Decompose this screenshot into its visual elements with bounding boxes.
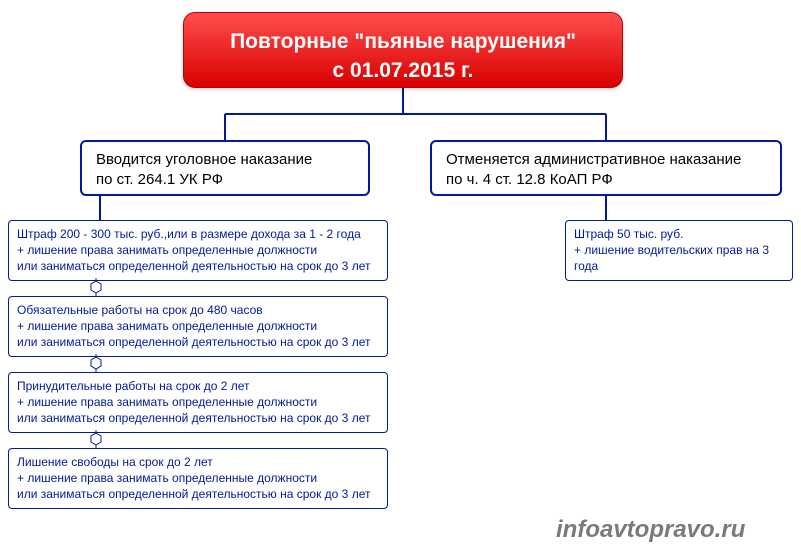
leaf-criminal-2: Принудительные работы на срок до 2 лет+ … — [8, 372, 388, 433]
leaf-line: или заниматься определенной деятельность… — [17, 334, 379, 350]
branch-line1: Вводится уголовное наказание — [96, 150, 354, 170]
leaf-line: + лишение права занимать определенные до… — [17, 242, 379, 258]
leaf-line: Обязательные работы на срок до 480 часов — [17, 302, 379, 318]
leaf-link-1 — [90, 354, 102, 372]
branch-line2: по ч. 4 ст. 12.8 КоАП РФ — [446, 170, 766, 190]
leaf-line: + лишение права занимать определенные до… — [17, 470, 379, 486]
leaf-line: + лишение водительских прав на 3 года — [574, 242, 784, 274]
leaf-link-2 — [90, 430, 102, 448]
leaf-line: + лишение права занимать определенные до… — [17, 394, 379, 410]
branch-line2: по ст. 264.1 УК РФ — [96, 170, 354, 190]
leaf-line: + лишение права занимать определенные до… — [17, 318, 379, 334]
leaf-line: Штраф 50 тыс. руб. — [574, 226, 784, 242]
leaf-line: Штраф 200 - 300 тыс. руб.,или в размере … — [17, 226, 379, 242]
root-node: Повторные "пьяные нарушения" с 01.07.201… — [183, 12, 623, 88]
leaf-admin-0: Штраф 50 тыс. руб.+ лишение водительских… — [565, 220, 793, 281]
leaf-criminal-1: Обязательные работы на срок до 480 часов… — [8, 296, 388, 357]
branch-criminal: Вводится уголовное наказаниепо ст. 264.1… — [80, 140, 370, 196]
leaf-criminal-0: Штраф 200 - 300 тыс. руб.,или в размере … — [8, 220, 388, 281]
leaf-line: или заниматься определенной деятельность… — [17, 486, 379, 502]
watermark: infoavtopravo.ru — [556, 516, 745, 544]
branch-line1: Отменяется административное наказание — [446, 150, 766, 170]
leaf-line: Лишение свободы на срок до 2 лет — [17, 454, 379, 470]
root-line1: Повторные "пьяные нарушения" — [212, 27, 594, 56]
leaf-line: или заниматься определенной деятельность… — [17, 258, 379, 274]
leaf-line: или заниматься определенной деятельность… — [17, 410, 379, 426]
root-line2: с 01.07.2015 г. — [212, 56, 594, 85]
branch-admin: Отменяется административное наказаниепо … — [430, 140, 782, 196]
leaf-line: Принудительные работы на срок до 2 лет — [17, 378, 379, 394]
leaf-link-0 — [90, 278, 102, 296]
leaf-criminal-3: Лишение свободы на срок до 2 лет+ лишени… — [8, 448, 388, 509]
